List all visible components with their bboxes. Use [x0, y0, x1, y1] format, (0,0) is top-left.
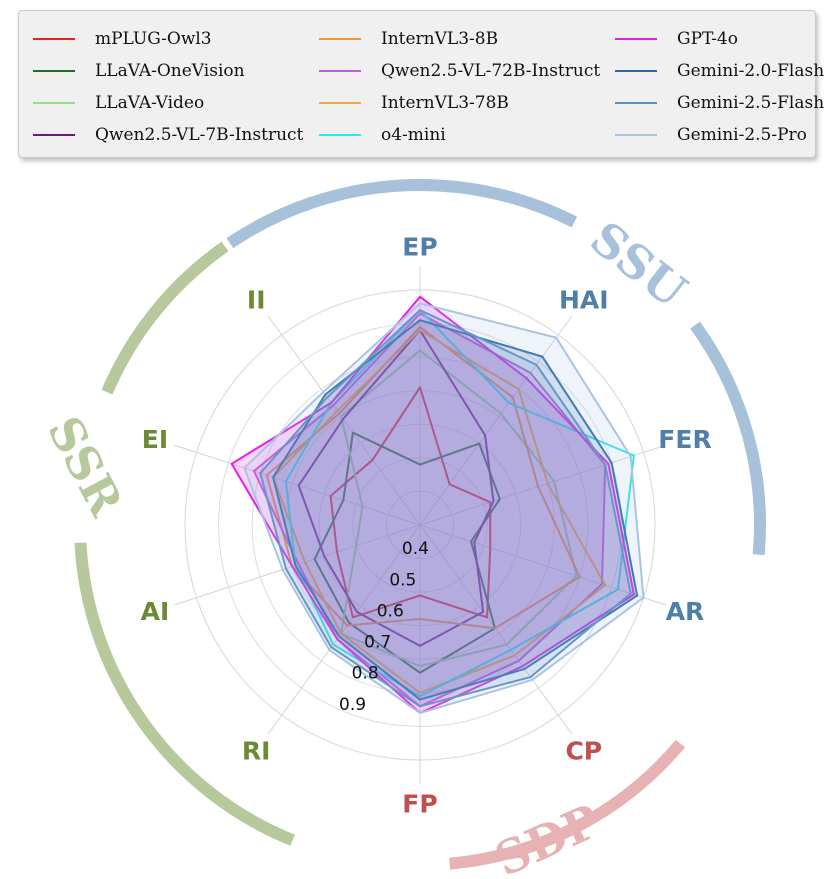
legend-label: Qwen2.5-VL-7B-Instruct [95, 125, 304, 145]
legend-label: GPT-4o [677, 29, 738, 49]
legend-item: LLaVA-Video [33, 87, 303, 119]
group-arc-ssu [226, 179, 578, 249]
axis-label-fp: FP [402, 790, 437, 819]
axis-spoke [267, 524, 421, 735]
legend-swatch [319, 38, 361, 40]
legend-column-1: mPLUG-Owl3 LLaVA-OneVision LLaVA-Video Q… [33, 23, 303, 151]
axis-spoke [173, 524, 421, 606]
group-label-ssr: SSR [37, 408, 134, 526]
series-line-gemini-2-5-flash [259, 309, 632, 708]
legend-label: Gemini-2.0-Flash [677, 61, 825, 81]
axis-label-hai: HAI [559, 286, 609, 315]
axis-label-cp: CP [565, 736, 602, 765]
series-line-llava-video [340, 349, 578, 667]
legend-item: Qwen2.5-VL-72B-Instruct [319, 55, 600, 87]
legend: mPLUG-Owl3 LLaVA-OneVision LLaVA-Video Q… [18, 10, 824, 158]
legend-swatch [615, 102, 657, 104]
legend-item: LLaVA-OneVision [33, 55, 303, 87]
legend-item: GPT-4o [615, 23, 824, 55]
legend-item: InternVL3-8B [319, 23, 600, 55]
legend-swatch [33, 134, 75, 136]
legend-label: mPLUG-Owl3 [95, 29, 212, 49]
group-arc-ssr [101, 241, 229, 395]
axis-label-ar: AR [666, 597, 705, 626]
legend-item: Gemini-2.5-Pro [615, 119, 824, 151]
legend-swatch [615, 70, 657, 72]
series-line-o4-mini [284, 309, 635, 698]
legend-label: Gemini-2.5-Flash [677, 93, 825, 113]
legend-swatch [615, 134, 657, 136]
legend-swatch [319, 70, 361, 72]
axis-spoke [419, 444, 667, 526]
legend-swatch [615, 38, 657, 40]
legend-label: InternVL3-8B [381, 29, 499, 49]
axis-label-ai: AI [141, 597, 170, 626]
axis-spoke [419, 524, 573, 735]
series-line-llava-onevision [313, 431, 501, 674]
axis-label-ep: EP [402, 232, 437, 261]
legend-swatch [319, 102, 361, 104]
axis-label-ii: II [247, 286, 266, 315]
group-arc-ssr [74, 542, 295, 846]
radial-tick-label: 0.8 [352, 664, 379, 684]
legend-label: o4-mini [381, 125, 446, 145]
radial-tick-label: 0.6 [377, 601, 404, 621]
legend-label: Gemini-2.5-Pro [677, 125, 807, 145]
legend-swatch [319, 134, 361, 136]
legend-swatch [33, 102, 75, 104]
series-line-gemini-2-5-pro [243, 302, 645, 714]
axis-spoke [173, 444, 421, 526]
legend-item: mPLUG-Owl3 [33, 23, 303, 55]
legend-label: LLaVA-OneVision [95, 61, 245, 81]
radial-tick-label: 0.4 [402, 539, 429, 559]
radial-tick-label: 0.9 [339, 695, 366, 715]
group-arc-sdp [449, 739, 686, 870]
legend-swatch [33, 38, 75, 40]
legend-column-3: GPT-4o Gemini-2.0-Flash Gemini-2.5-Flash… [615, 23, 824, 151]
legend-column-2: InternVL3-8B Qwen2.5-VL-72B-Instruct Int… [319, 23, 600, 151]
series-line-mplug-owl3 [329, 386, 492, 619]
axis-label-fer: FER [658, 425, 711, 454]
legend-item: Qwen2.5-VL-7B-Instruct [33, 119, 303, 151]
axis-label-ei: EI [142, 425, 168, 454]
legend-swatch [33, 70, 75, 72]
series-line-internvl3-78b [272, 329, 607, 694]
radial-tick-label: 0.7 [364, 633, 391, 653]
group-label-sdp: SDP [487, 794, 607, 879]
legend-label: LLaVA-Video [95, 93, 205, 113]
axis-spoke [267, 315, 421, 526]
legend-item: InternVL3-78B [319, 87, 600, 119]
legend-item: Gemini-2.5-Flash [615, 87, 824, 119]
group-arc-ssu [690, 321, 766, 556]
legend-label: InternVL3-78B [381, 93, 509, 113]
axis-label-ri: RI [242, 736, 271, 765]
legend-item: Gemini-2.0-Flash [615, 55, 824, 87]
legend-label: Qwen2.5-VL-72B-Instruct [381, 61, 601, 81]
radial-tick-label: 0.5 [389, 570, 416, 590]
series-line-qwen2-5-vl-7b-instruct [297, 329, 495, 647]
axis-spoke [419, 315, 573, 526]
axis-spoke [419, 524, 667, 606]
series-line-internvl3-8b [265, 325, 581, 630]
series-line-gemini-2-0-flash [272, 319, 639, 701]
legend-item: o4-mini [319, 119, 600, 151]
